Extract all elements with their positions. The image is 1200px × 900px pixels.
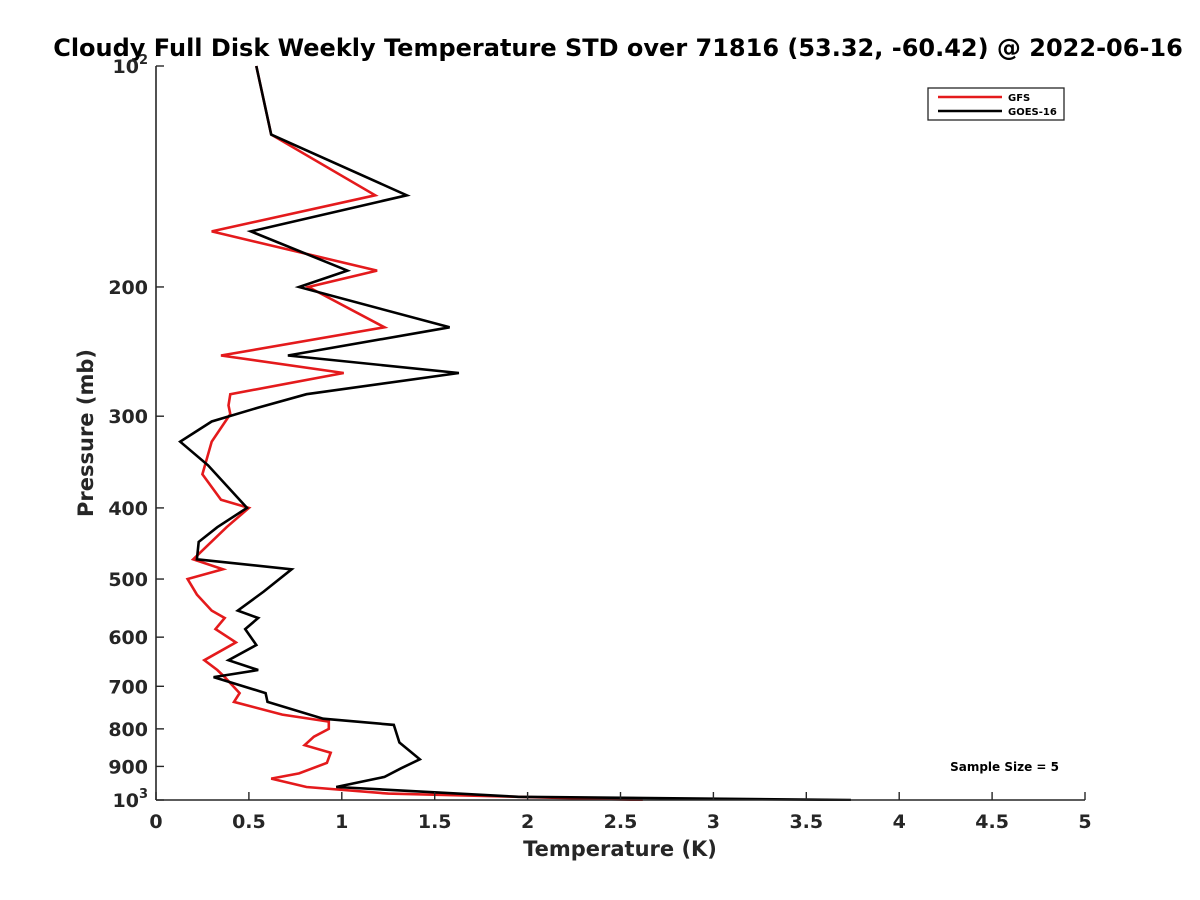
y-tick-label: 103 [113,787,149,812]
y-tick-label: 600 [108,627,148,649]
legend-label-goes-16: GOES-16 [1008,107,1057,118]
chart-title: Cloudy Full Disk Weekly Temperature STD … [53,34,1183,62]
x-tick-label: 3.5 [789,811,823,833]
y-tick-label: 400 [108,498,148,520]
y-tick-label: 500 [108,569,148,591]
legend: GFS GOES-16 [927,87,1065,121]
x-tick-label: 0 [149,811,162,833]
y-tick-label: 800 [108,719,148,741]
y-tick-label: 200 [108,277,148,299]
x-tick-label: 1 [335,811,348,833]
series-layer [178,65,851,801]
x-tick-label: 1.5 [418,811,452,833]
x-tick-label: 2.5 [604,811,638,833]
x-tick-label: 0.5 [232,811,266,833]
x-axis-label: Temperature (K) [523,837,717,861]
y-tick-label-exponent: 3 [139,787,148,802]
x-tick-label: 4.5 [975,811,1009,833]
legend-box [927,87,1065,121]
y-tick-label-exponent: 2 [139,53,148,68]
x-tick-label: 3 [707,811,720,833]
series-line-gfs [185,65,643,801]
y-tick-label-base: 10 [113,790,139,812]
sample-size-annotation: Sample Size = 5 [950,760,1059,774]
ticks-layer: 0 0.5 1 1.5 2 2.5 3 3.5 4 4.5 51022003004005006007… [108,53,1091,833]
y-tick-label: 102 [113,53,149,78]
y-tick-label: 900 [108,756,148,778]
y-tick-label-base: 10 [113,56,139,78]
x-tick-label: 2 [521,811,534,833]
axes-layer [155,66,1085,801]
x-tick-label: 4 [893,811,906,833]
legend-label-gfs: GFS [1008,93,1030,104]
y-axis-label: Pressure (mb) [74,349,98,517]
series-line-goes-16 [178,65,851,801]
x-tick-label: 5 [1078,811,1091,833]
y-tick-label: 700 [108,676,148,698]
y-tick-label: 300 [108,406,148,428]
